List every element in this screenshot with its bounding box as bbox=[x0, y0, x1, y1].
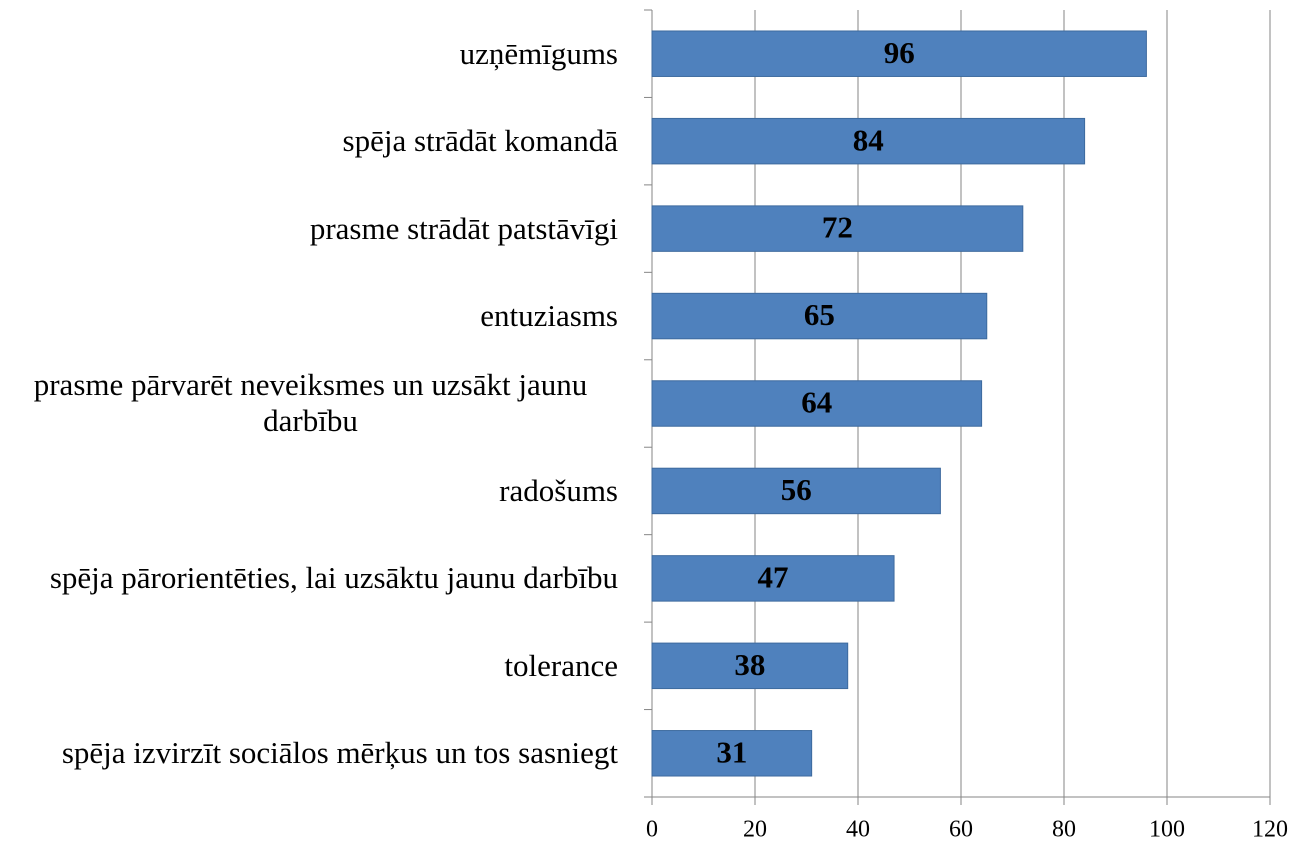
value-label: 47 bbox=[758, 559, 789, 594]
category-label-box: radošums bbox=[0, 447, 618, 534]
y-tick-label: spēja strādāt komandā bbox=[342, 123, 618, 159]
value-label: 72 bbox=[822, 210, 853, 245]
bar bbox=[651, 205, 1024, 252]
y-tick-label: radošums bbox=[499, 472, 618, 508]
x-tick-label: 20 bbox=[743, 817, 767, 842]
x-tick-label: 80 bbox=[1052, 817, 1076, 842]
y-tick-label: spēja pārorientēties, lai uzsāktu jaunu … bbox=[49, 560, 618, 596]
value-label: 38 bbox=[734, 647, 765, 682]
value-label: 84 bbox=[853, 122, 884, 157]
value-label: 31 bbox=[716, 734, 747, 769]
y-tick-label: tolerance bbox=[504, 647, 618, 683]
value-label: 56 bbox=[781, 472, 812, 507]
bar bbox=[651, 117, 1086, 165]
x-tick-label: 100 bbox=[1149, 817, 1185, 842]
x-tick-label: 40 bbox=[846, 817, 870, 842]
value-label: 65 bbox=[804, 297, 835, 332]
bar bbox=[651, 730, 813, 777]
category-label-box: uzņēmīgums bbox=[0, 10, 618, 97]
x-tick-label: 0 bbox=[646, 817, 658, 842]
category-label-box: spēja pārorientēties, lai uzsāktu jaunu … bbox=[0, 535, 618, 622]
category-label-box: entuziasms bbox=[0, 272, 618, 359]
bar bbox=[651, 555, 895, 602]
y-tick-label: prasme pārvarēt neveiksmes un uzsākt jau… bbox=[33, 367, 588, 439]
value-label: 64 bbox=[801, 385, 832, 420]
bar bbox=[651, 380, 983, 427]
bar bbox=[651, 642, 849, 690]
category-label-box: spēja strādāt komandā bbox=[0, 97, 618, 184]
bar bbox=[651, 292, 988, 340]
bar bbox=[651, 30, 1147, 77]
category-label-box: prasme strādāt patstāvīgi bbox=[0, 185, 618, 272]
category-label-box: prasme pārvarēt neveiksmes un uzsākt jau… bbox=[0, 360, 618, 447]
value-label: 96 bbox=[884, 35, 915, 70]
y-tick-label: uzņēmīgums bbox=[459, 35, 618, 71]
category-label-box: spēja izvirzīt sociālos mērķus un tos sa… bbox=[0, 710, 618, 797]
x-tick-label: 60 bbox=[949, 817, 973, 842]
category-label-box: tolerance bbox=[0, 622, 618, 709]
y-tick-label: entuziasms bbox=[480, 298, 618, 334]
y-tick-label: spēja izvirzīt sociālos mērķus un tos sa… bbox=[61, 735, 618, 771]
y-tick-label: prasme strādāt patstāvīgi bbox=[309, 210, 618, 246]
x-tick-label: 120 bbox=[1252, 817, 1288, 842]
bar bbox=[651, 467, 941, 515]
